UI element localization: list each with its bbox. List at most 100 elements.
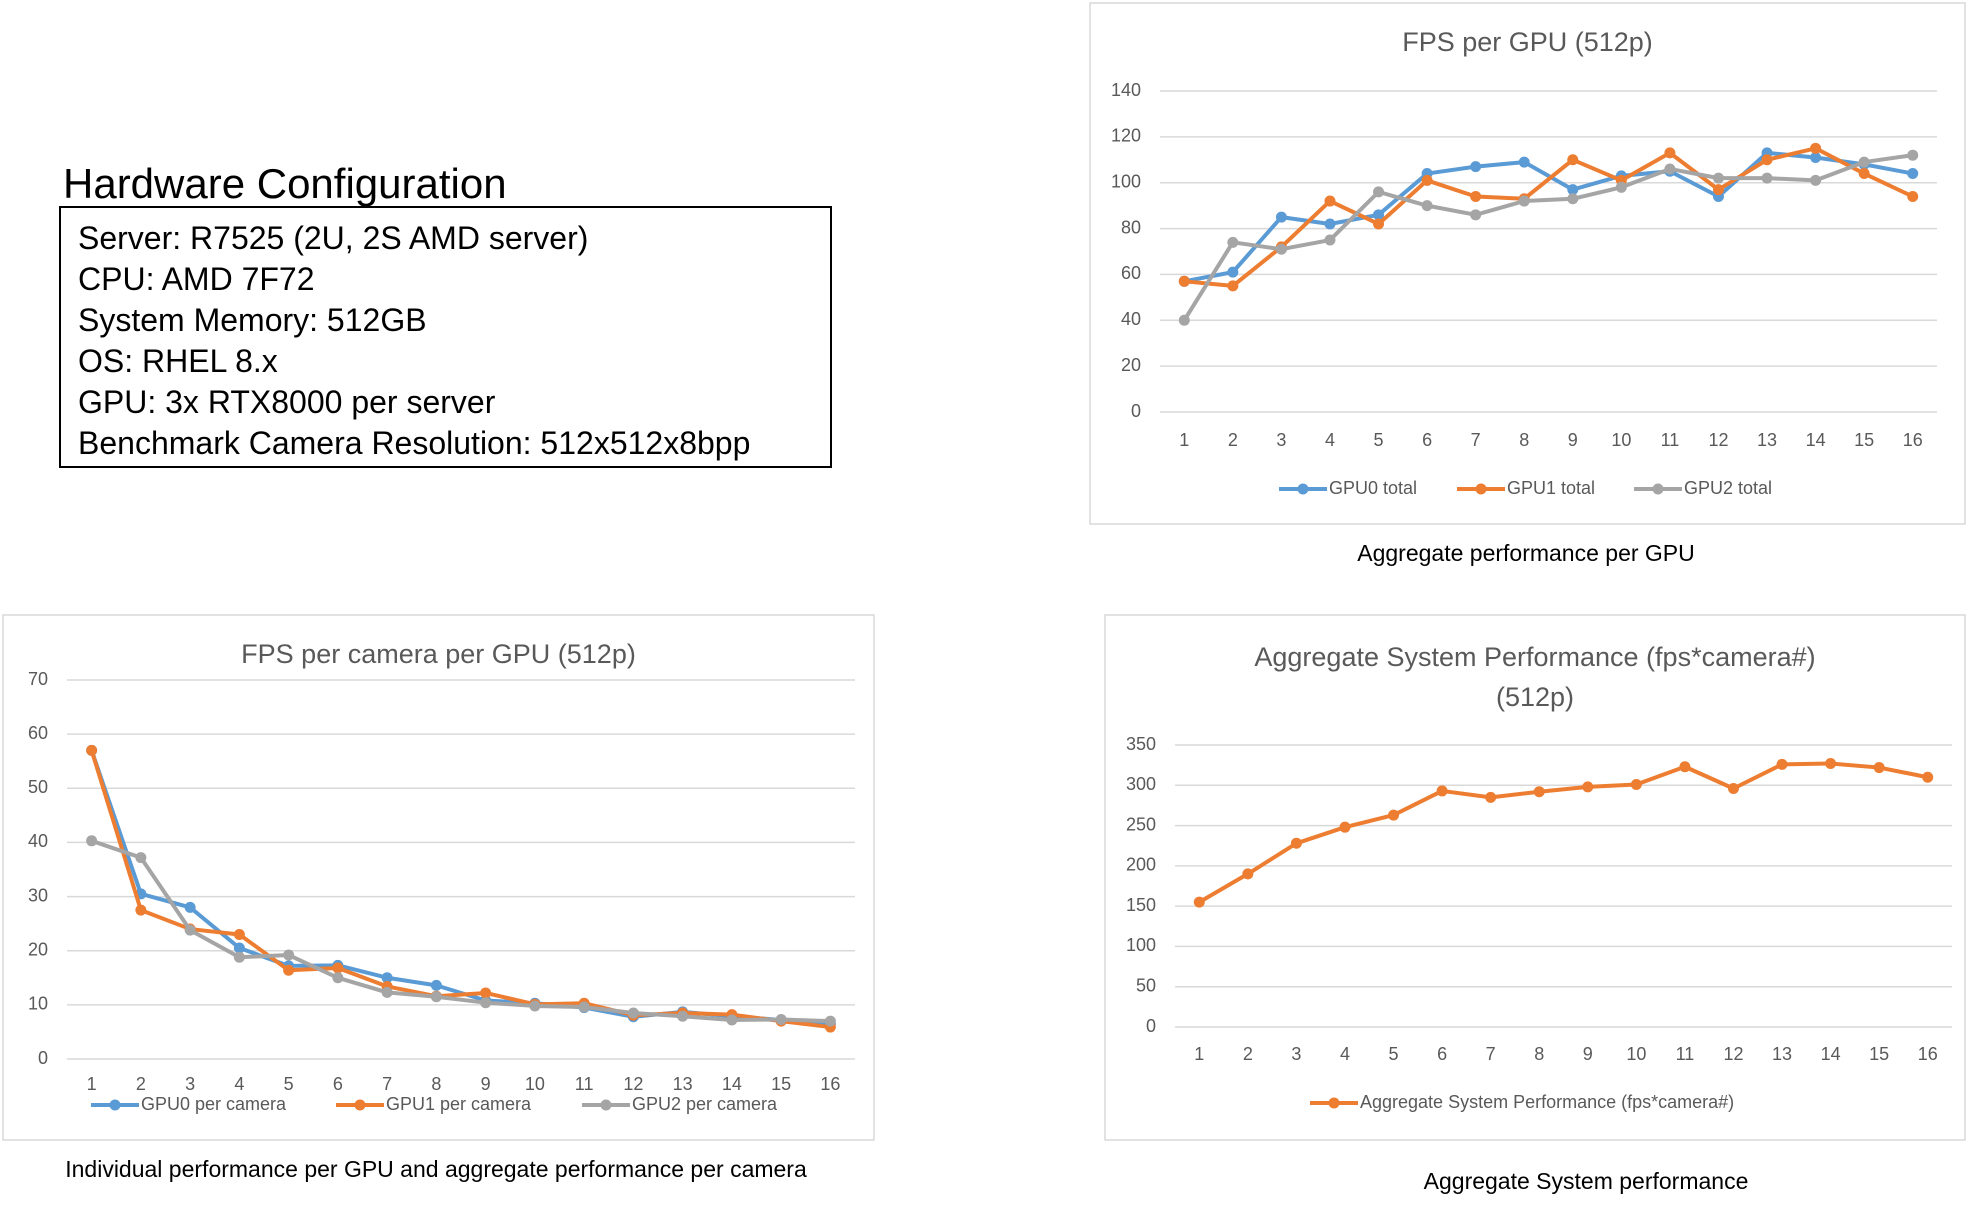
y-tick-label: 50 [28,777,48,797]
data-point [1324,195,1336,207]
hardware-line: Server: R7525 (2U, 2S AMD server) [78,220,589,256]
x-tick-label: 6 [1422,430,1432,450]
data-point [1518,156,1530,168]
x-tick-label: 10 [1611,430,1631,450]
legend-label: GPU0 total [1329,478,1417,498]
data-point [1567,154,1579,166]
data-point [1825,758,1837,770]
data-point [86,744,98,756]
series-line [89,749,831,1030]
chart-caption: Individual performance per GPU and aggre… [65,1156,807,1182]
data-point [283,949,295,961]
data-point [1470,209,1482,221]
series-line [1184,146,1914,288]
hardware-box: Server: R7525 (2U, 2S AMD server) CPU: A… [59,206,832,468]
y-tick-label: 30 [28,885,48,905]
data-point [480,987,492,999]
series-line [90,838,831,1024]
y-tick-label: 60 [28,723,48,743]
y-tick-label: 20 [28,939,48,959]
data-point [1873,762,1885,774]
data-point [381,972,393,984]
x-tick-label: 4 [1340,1044,1350,1064]
data-point [1227,280,1239,292]
x-tick-label: 7 [382,1074,392,1094]
x-tick-label: 10 [525,1074,545,1094]
x-tick-label: 15 [1854,430,1874,450]
x-tick-label: 16 [820,1074,840,1094]
y-tick-label: 70 [28,669,48,689]
data-point [1761,172,1773,184]
x-tick-label: 1 [1194,1044,1204,1064]
data-point [1615,181,1627,193]
hardware-line: Benchmark Camera Resolution: 512x512x8bp… [78,425,751,461]
x-tick-label: 16 [1903,430,1923,450]
data-point [1518,195,1530,207]
data-point [283,964,295,976]
data-point [381,986,393,998]
data-point [1776,758,1788,770]
x-tick-label: 7 [1471,430,1481,450]
legend-marker [1328,1097,1340,1109]
y-tick-label: 0 [1131,401,1141,421]
x-tick-label: 13 [1757,430,1777,450]
x-tick-label: 3 [1276,430,1286,450]
data-point [1810,151,1822,163]
y-tick-label: 20 [1121,355,1141,375]
data-point [1275,211,1287,223]
x-tick-label: 4 [1325,430,1335,450]
x-tick-label: 4 [234,1074,244,1094]
data-point [1761,154,1773,166]
x-tick-label: 11 [1661,430,1680,450]
data-point [1421,200,1433,212]
data-point [1324,234,1336,246]
x-tick-label: 2 [1243,1044,1253,1064]
y-tick-label: 300 [1126,774,1156,794]
x-tick-label: 14 [1821,1044,1841,1064]
legend-label: GPU2 per camera [632,1094,778,1114]
data-point [1436,785,1448,797]
x-tick-label: 3 [185,1074,195,1094]
y-tick-label: 350 [1126,734,1156,754]
y-tick-label: 100 [1111,171,1141,191]
data-point [233,928,245,940]
legend-marker [1652,483,1664,495]
x-tick-label: 9 [1583,1044,1593,1064]
y-tick-label: 10 [28,994,48,1014]
x-tick-label: 8 [1534,1044,1544,1064]
y-tick-label: 250 [1126,814,1156,834]
data-point [184,901,196,913]
legend-label: GPU1 per camera [386,1094,532,1114]
hardware-title: Hardware Configuration [63,160,507,207]
hardware-line: GPU: 3x RTX8000 per server [78,384,496,420]
y-tick-label: 80 [1121,217,1141,237]
y-tick-label: 120 [1111,126,1141,146]
legend-marker [600,1099,612,1111]
legend-marker [354,1099,366,1111]
data-point [1178,314,1190,326]
data-point [1242,868,1254,880]
legend-label: Aggregate System Performance (fps*camera… [1360,1092,1734,1112]
y-tick-label: 40 [1121,309,1141,329]
x-tick-label: 11 [1676,1044,1695,1064]
y-tick-label: 150 [1126,895,1156,915]
data-point [1373,186,1385,198]
y-tick-label: 60 [1121,263,1141,283]
hardware-line: System Memory: 512GB [78,302,427,338]
x-tick-label: 2 [136,1074,146,1094]
x-tick-label: 2 [1228,430,1238,450]
data-point [233,951,245,963]
x-tick-label: 13 [673,1074,693,1094]
data-point [1373,209,1385,221]
data-point [1324,218,1336,230]
data-point [627,1007,639,1019]
data-point [1727,783,1739,795]
data-point [1178,275,1190,287]
data-point [430,991,442,1003]
data-point [430,979,442,991]
data-point [1630,778,1642,790]
data-point [1227,266,1239,278]
data-point [1533,786,1545,798]
data-point [578,1001,590,1013]
